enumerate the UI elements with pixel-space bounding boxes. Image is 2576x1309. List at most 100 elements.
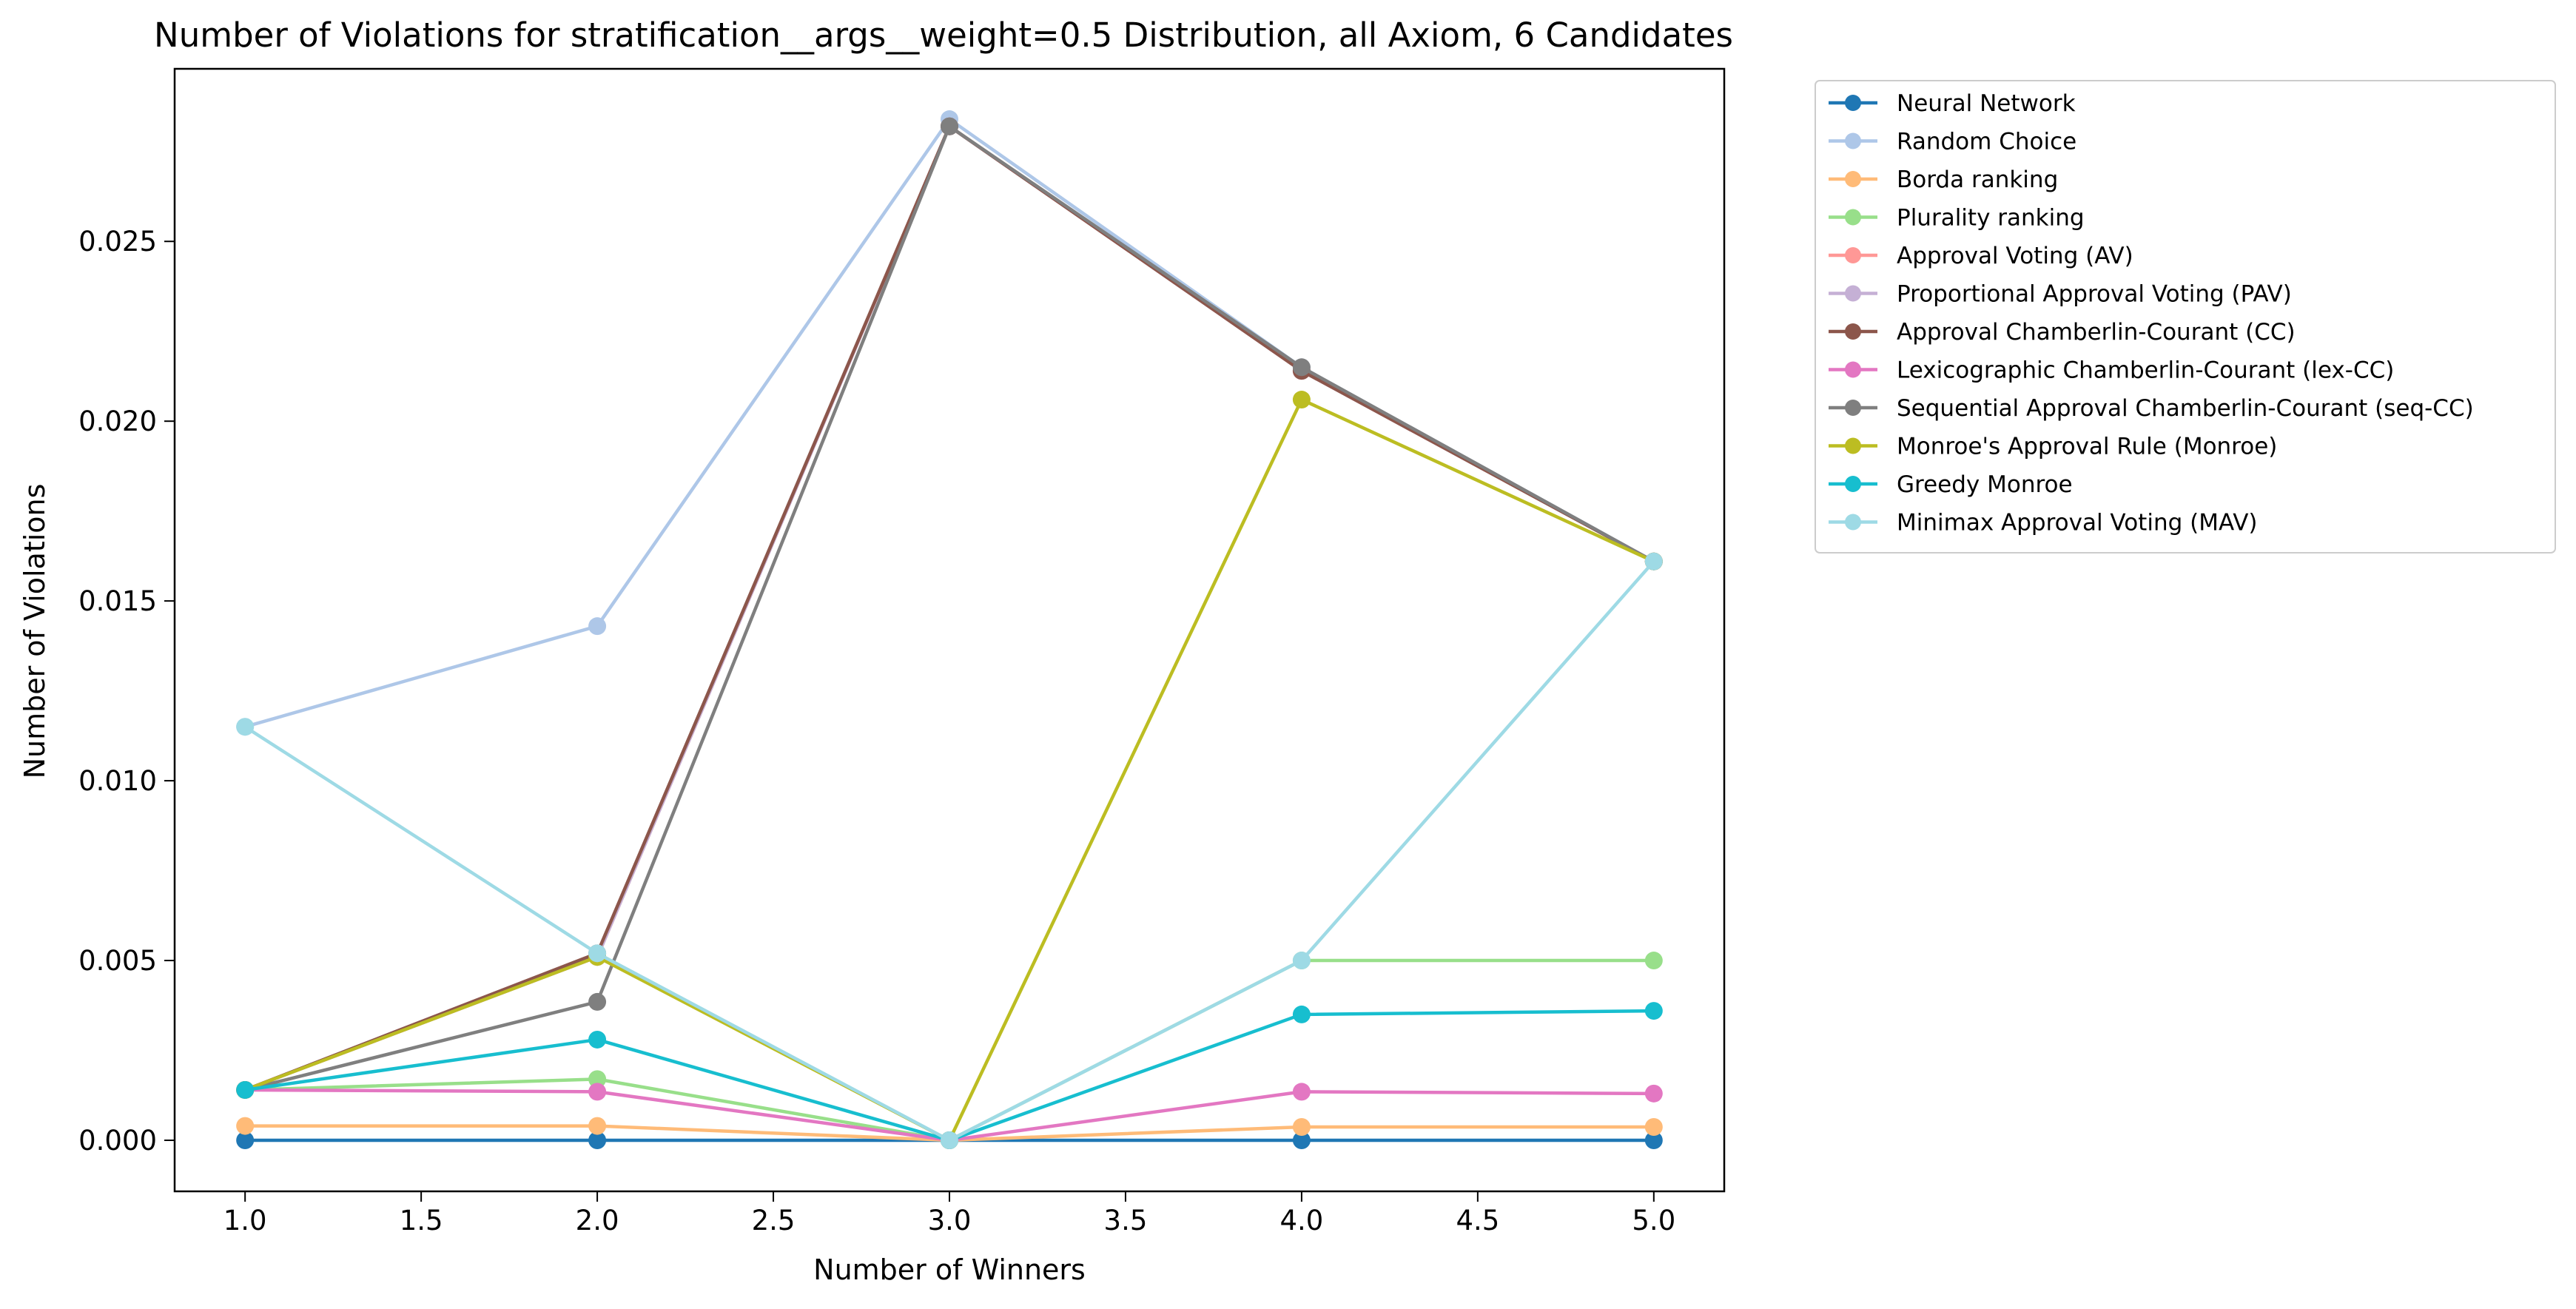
axes-frame <box>173 67 1726 1193</box>
legend-entry: Lexicographic Chamberlin-Courant (lex-CC… <box>1829 357 2394 384</box>
data-point <box>588 1131 607 1150</box>
series-6 <box>236 117 1663 1099</box>
series-line <box>243 560 1655 1143</box>
data-point <box>588 944 607 963</box>
legend-label: Greedy Monroe <box>1897 471 2073 498</box>
x-tick-label: 2.5 <box>752 1205 796 1236</box>
legend-marker <box>1845 209 1861 226</box>
legend-entry: Plurality ranking <box>1829 205 2085 232</box>
legend-entry: Approval Chamberlin-Courant (CC) <box>1829 319 2296 346</box>
y-tick-label: 0.010 <box>78 765 157 797</box>
legend-entry: Borda ranking <box>1829 166 2058 193</box>
data-point <box>1644 1084 1663 1103</box>
data-point <box>1292 1083 1311 1101</box>
data-point <box>941 1131 958 1150</box>
y-tick-label: 0.000 <box>78 1125 157 1157</box>
data-point <box>236 718 255 736</box>
legend-label: Proportional Approval Voting (PAV) <box>1897 281 2292 308</box>
legend-entry: Sequential Approval Chamberlin-Courant (… <box>1829 395 2474 422</box>
data-point <box>1644 1002 1663 1020</box>
legend-marker <box>1845 476 1861 492</box>
x-tick-label: 3.5 <box>1104 1205 1148 1236</box>
data-point <box>1292 1118 1311 1137</box>
series-line <box>244 397 1655 1143</box>
series-9 <box>236 391 1663 1150</box>
legend-label: Borda ranking <box>1897 166 2058 193</box>
series-line <box>244 1009 1654 1143</box>
series-line <box>244 117 1655 729</box>
x-tick-label: 1.0 <box>223 1205 267 1236</box>
series-11 <box>236 552 1663 1150</box>
data-point <box>236 1080 255 1099</box>
legend-entry: Random Choice <box>1829 129 2076 155</box>
data-point <box>588 1070 607 1088</box>
data-point <box>1292 1131 1311 1150</box>
series-4 <box>236 117 1663 1099</box>
legend-marker <box>1845 514 1861 531</box>
y-tick-label: 0.025 <box>78 226 157 258</box>
series-line <box>244 124 1655 1092</box>
data-point <box>1292 952 1311 970</box>
legend-label: Approval Chamberlin-Courant (CC) <box>1897 319 2296 346</box>
data-point <box>588 1083 607 1101</box>
data-point <box>941 117 958 135</box>
data-point <box>588 617 607 636</box>
x-tick-label: 2.0 <box>576 1205 619 1236</box>
legend-entry: Neural Network <box>1829 90 2076 117</box>
plot-area: 1.0 1.5 2.0 2.5 3.0 3.5 4.0 4.5 5.0 0.000 0.005 0.0… <box>78 67 1726 1236</box>
legend-marker <box>1845 95 1861 111</box>
x-tick-label: 1.5 <box>400 1205 443 1236</box>
y-axis-label: Number of Violations <box>19 484 51 779</box>
x-tick-label: 4.5 <box>1456 1205 1499 1236</box>
y-tick-label: 0.005 <box>78 945 157 977</box>
data-point <box>1644 552 1663 571</box>
legend-label: Minimax Approval Voting (MAV) <box>1897 510 2258 536</box>
legend-marker <box>1845 361 1861 378</box>
legend-entry: Monroe's Approval Rule (Monroe) <box>1829 434 2277 460</box>
data-point <box>1644 1131 1663 1150</box>
series-3 <box>236 952 1663 1150</box>
legend-entry: Proportional Approval Voting (PAV) <box>1829 281 2292 308</box>
legend-entry: Approval Voting (AV) <box>1829 243 2133 269</box>
data-point <box>1292 1005 1311 1023</box>
legend-marker <box>1845 437 1861 454</box>
data-point <box>236 1117 255 1135</box>
legend-label: Sequential Approval Chamberlin-Courant (… <box>1897 395 2474 422</box>
x-tick-label: 4.0 <box>1279 1205 1323 1236</box>
legend-marker <box>1845 323 1861 340</box>
legend-marker <box>1845 285 1861 302</box>
data-point <box>236 1131 255 1150</box>
legend-label: Plurality ranking <box>1897 205 2085 232</box>
x-tick-label: 3.0 <box>928 1205 972 1236</box>
legend-label: Neural Network <box>1897 90 2076 117</box>
series-1 <box>236 110 1663 736</box>
y-tick-label: 0.020 <box>78 406 157 437</box>
x-axis-label: Number of Winners <box>813 1254 1086 1286</box>
legend-frame <box>1815 80 2556 553</box>
data-point <box>1292 358 1311 377</box>
series-8 <box>236 117 1663 1099</box>
legend-marker <box>1845 247 1861 263</box>
legend-entry: Minimax Approval Voting (MAV) <box>1829 510 2258 536</box>
series-5 <box>236 117 1663 1099</box>
legend-entry: Greedy Monroe <box>1829 471 2073 498</box>
series-line <box>244 124 1655 1092</box>
data-point <box>588 992 607 1011</box>
legend: Neural Network Random Choice Borda ranking… <box>1815 80 2556 553</box>
data-point <box>588 1117 607 1135</box>
data-point <box>1644 1118 1663 1137</box>
x-tick-label: 5.0 <box>1632 1205 1675 1236</box>
series-line <box>244 124 1655 1092</box>
series-line <box>245 958 1654 1143</box>
legend-label: Lexicographic Chamberlin-Courant (lex-CC… <box>1897 357 2394 384</box>
series-line <box>244 124 1655 1092</box>
data-point <box>1292 391 1311 409</box>
legend-label: Random Choice <box>1897 129 2076 155</box>
data-point <box>588 1030 607 1049</box>
legend-label: Approval Voting (AV) <box>1897 243 2133 269</box>
legend-marker <box>1845 132 1861 149</box>
legend-marker <box>1845 400 1861 416</box>
data-point <box>1644 952 1663 970</box>
chart-title: Number of Violations for stratification_… <box>154 16 1733 55</box>
